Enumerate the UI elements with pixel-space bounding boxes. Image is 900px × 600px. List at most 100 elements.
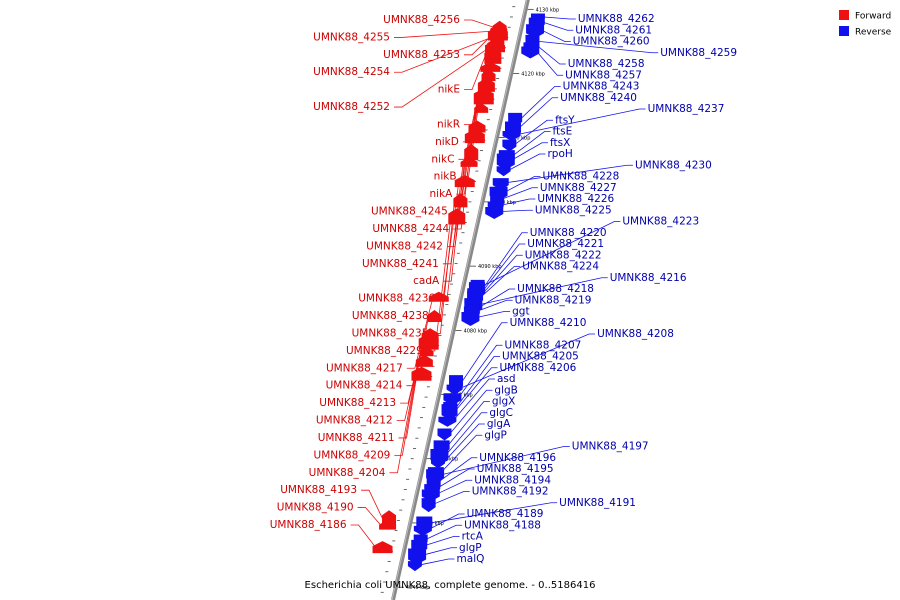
forward-gene-label[interactable]: UMNK88_4213: [319, 397, 396, 409]
reverse-gene-label[interactable]: glgP: [459, 542, 482, 554]
forward-gene-label[interactable]: UMNK88_4245: [371, 206, 448, 218]
reverse-gene-label[interactable]: UMNK88_4196: [479, 452, 556, 464]
reverse-gene-arrow[interactable]: [437, 428, 452, 441]
forward-gene-label[interactable]: nikR: [437, 118, 460, 130]
reverse-gene-label[interactable]: UMNK88_4210: [510, 317, 587, 329]
reverse-gene-label[interactable]: ftsX: [550, 137, 570, 149]
forward-gene-arrow[interactable]: [454, 175, 475, 188]
forward-gene-arrow[interactable]: [419, 346, 434, 357]
reverse-gene-label[interactable]: glgP: [484, 429, 507, 441]
reverse-gene-label[interactable]: glgX: [492, 396, 515, 408]
forward-gene-arrow[interactable]: [484, 47, 502, 64]
reverse-gene-label[interactable]: UMNK88_4216: [610, 272, 687, 284]
forward-gene-label[interactable]: UMNK88_4186: [270, 519, 347, 531]
reverse-gene-label[interactable]: UMNK88_4230: [635, 159, 712, 171]
forward-gene-arrow[interactable]: [480, 61, 501, 72]
reverse-gene-label[interactable]: UMNK88_4222: [525, 249, 602, 261]
forward-gene-label[interactable]: nikE: [438, 84, 460, 96]
reverse-gene-label[interactable]: UMNK88_4258: [568, 58, 645, 70]
reverse-gene-label[interactable]: UMNK88_4240: [560, 92, 637, 104]
reverse-gene-arrow[interactable]: [502, 139, 517, 152]
forward-gene-arrow[interactable]: [415, 354, 433, 367]
reverse-gene-label[interactable]: UMNK88_4221: [527, 238, 604, 250]
forward-gene-arrow[interactable]: [379, 519, 397, 530]
forward-gene-arrow[interactable]: [372, 541, 393, 554]
reverse-gene-label[interactable]: UMNK88_4207: [505, 339, 582, 351]
reverse-gene-label[interactable]: UMNK88_4197: [572, 441, 649, 453]
forward-gene-label[interactable]: UMNK88_4242: [366, 240, 443, 252]
reverse-gene-arrow[interactable]: [408, 548, 427, 565]
reverse-gene-label[interactable]: UMNK88_4226: [537, 193, 614, 205]
reverse-gene-label[interactable]: ftsY: [555, 114, 575, 126]
reverse-gene-label[interactable]: UMNK88_4194: [474, 474, 551, 486]
forward-gene-label[interactable]: UMNK88_4244: [372, 223, 449, 235]
reverse-gene-label[interactable]: UMNK88_4225: [535, 204, 612, 216]
forward-gene-arrow[interactable]: [418, 333, 439, 350]
reverse-gene-label[interactable]: UMNK88_4219: [515, 294, 592, 306]
forward-gene-arrow[interactable]: [460, 156, 478, 167]
reverse-gene-arrow[interactable]: [438, 416, 457, 427]
reverse-gene-label[interactable]: UMNK88_4223: [622, 216, 699, 228]
forward-gene-arrow[interactable]: [428, 291, 449, 302]
reverse-gene-label[interactable]: glgB: [494, 384, 517, 396]
reverse-gene-label[interactable]: asd: [497, 373, 516, 385]
forward-gene-arrow[interactable]: [474, 102, 489, 113]
reverse-gene-label[interactable]: UMNK88_4243: [563, 81, 640, 93]
reverse-gene-label[interactable]: malQ: [457, 553, 485, 565]
reverse-gene-arrow[interactable]: [526, 24, 545, 39]
reverse-gene-label[interactable]: UMNK88_4224: [522, 261, 599, 273]
reverse-gene-arrow[interactable]: [441, 404, 458, 421]
reverse-gene-label[interactable]: glgC: [489, 407, 513, 419]
forward-gene-label[interactable]: UMNK88_4256: [383, 14, 460, 26]
forward-gene-label[interactable]: UMNK88_4241: [362, 258, 439, 270]
reverse-gene-label[interactable]: rtcA: [462, 531, 484, 543]
reverse-gene-label[interactable]: UMNK88_4192: [472, 486, 549, 498]
reverse-gene-label[interactable]: UMNK88_4191: [559, 497, 636, 509]
forward-gene-label[interactable]: nikC: [431, 153, 454, 165]
reverse-gene-label[interactable]: glgA: [487, 418, 511, 430]
reverse-gene-label[interactable]: UMNK88_4227: [540, 182, 617, 194]
reverse-gene-label[interactable]: ggt: [512, 306, 529, 318]
forward-gene-label[interactable]: UMNK88_4212: [316, 415, 393, 427]
forward-gene-label[interactable]: UMNK88_4255: [313, 31, 390, 43]
reverse-gene-arrow[interactable]: [446, 384, 463, 395]
forward-gene-label[interactable]: UMNK88_4229: [346, 345, 423, 357]
reverse-gene-label[interactable]: UMNK88_4228: [542, 171, 619, 183]
reverse-gene-arrow[interactable]: [485, 207, 504, 220]
forward-gene-label[interactable]: UMNK88_4235: [352, 327, 429, 339]
reverse-gene-label[interactable]: UMNK88_4262: [578, 13, 655, 25]
forward-gene-label[interactable]: UMNK88_4252: [313, 101, 390, 113]
reverse-gene-label[interactable]: UMNK88_4259: [660, 47, 737, 59]
forward-gene-label[interactable]: UMNK88_4211: [318, 432, 395, 444]
forward-gene-label[interactable]: cadA: [413, 275, 440, 287]
forward-gene-arrow[interactable]: [448, 208, 466, 225]
forward-gene-arrow[interactable]: [473, 88, 494, 105]
forward-gene-arrow[interactable]: [427, 309, 442, 322]
reverse-gene-arrow[interactable]: [461, 311, 480, 326]
reverse-gene-label[interactable]: UMNK88_4261: [575, 24, 652, 36]
forward-gene-label[interactable]: UMNK88_4190: [277, 502, 354, 514]
forward-gene-arrow[interactable]: [481, 69, 496, 82]
reverse-gene-label[interactable]: UMNK88_4237: [648, 103, 725, 115]
reverse-gene-arrow[interactable]: [496, 153, 515, 170]
forward-gene-arrow[interactable]: [477, 77, 495, 92]
forward-gene-label[interactable]: UMNK88_4204: [309, 467, 386, 479]
reverse-gene-label[interactable]: UMNK88_4260: [573, 36, 650, 48]
reverse-gene-label[interactable]: UMNK88_4220: [530, 227, 607, 239]
reverse-gene-label[interactable]: UMNK88_4195: [477, 463, 554, 475]
forward-gene-label[interactable]: UMNK88_4238: [352, 310, 429, 322]
reverse-gene-label[interactable]: rpoH: [547, 148, 572, 160]
reverse-gene-arrow[interactable]: [421, 498, 436, 513]
forward-gene-label[interactable]: nikA: [430, 188, 454, 200]
reverse-gene-label[interactable]: UMNK88_4208: [597, 328, 674, 340]
forward-gene-label[interactable]: UMNK88_4217: [326, 362, 403, 374]
reverse-gene-arrow[interactable]: [431, 458, 446, 469]
forward-gene-label[interactable]: UMNK88_4209: [314, 449, 391, 461]
reverse-gene-label[interactable]: UMNK88_4205: [502, 351, 579, 363]
reverse-gene-arrow[interactable]: [521, 46, 540, 59]
forward-gene-arrow[interactable]: [453, 193, 468, 208]
reverse-gene-label[interactable]: UMNK88_4189: [467, 508, 544, 520]
reverse-gene-arrow[interactable]: [502, 130, 521, 141]
reverse-gene-label[interactable]: UMNK88_4257: [565, 69, 642, 81]
forward-gene-label[interactable]: UMNK88_4253: [383, 49, 460, 61]
